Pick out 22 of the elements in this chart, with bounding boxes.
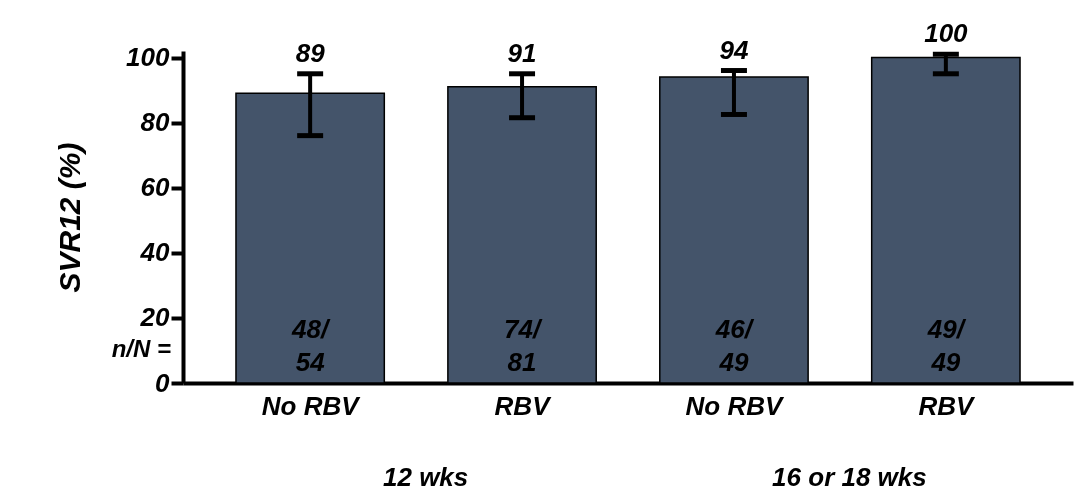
data-label: 89 bbox=[295, 37, 326, 68]
y-tick-label: 0 bbox=[155, 367, 171, 398]
text: 16 or 18 wks bbox=[772, 462, 927, 492]
data-label: 94 bbox=[719, 34, 749, 65]
x-tick-label: No RBV bbox=[685, 390, 785, 421]
y-tick-label: 100 bbox=[126, 42, 171, 73]
y-tick-label: 40 bbox=[139, 237, 171, 268]
y-tick-label: 60 bbox=[140, 172, 171, 203]
annotation: 74/81 bbox=[503, 314, 543, 377]
annotation: 48/54 bbox=[291, 314, 331, 377]
text: 12 wks bbox=[382, 462, 469, 492]
y-tick-label: 80 bbox=[140, 107, 171, 138]
y-axis-title: SVR12 (%) bbox=[53, 142, 87, 293]
text: n/N = bbox=[111, 335, 171, 363]
x-tick-label: RBV bbox=[494, 390, 553, 421]
x-tick-label: RBV bbox=[918, 390, 976, 421]
annotation: 49/49 bbox=[926, 314, 967, 377]
data-label: 100 bbox=[924, 18, 969, 49]
y-tick-label: 20 bbox=[139, 302, 171, 333]
x-tick-label: No RBV bbox=[261, 390, 362, 421]
data-label: 91 bbox=[507, 37, 537, 68]
annotation: 46/49 bbox=[714, 314, 755, 377]
